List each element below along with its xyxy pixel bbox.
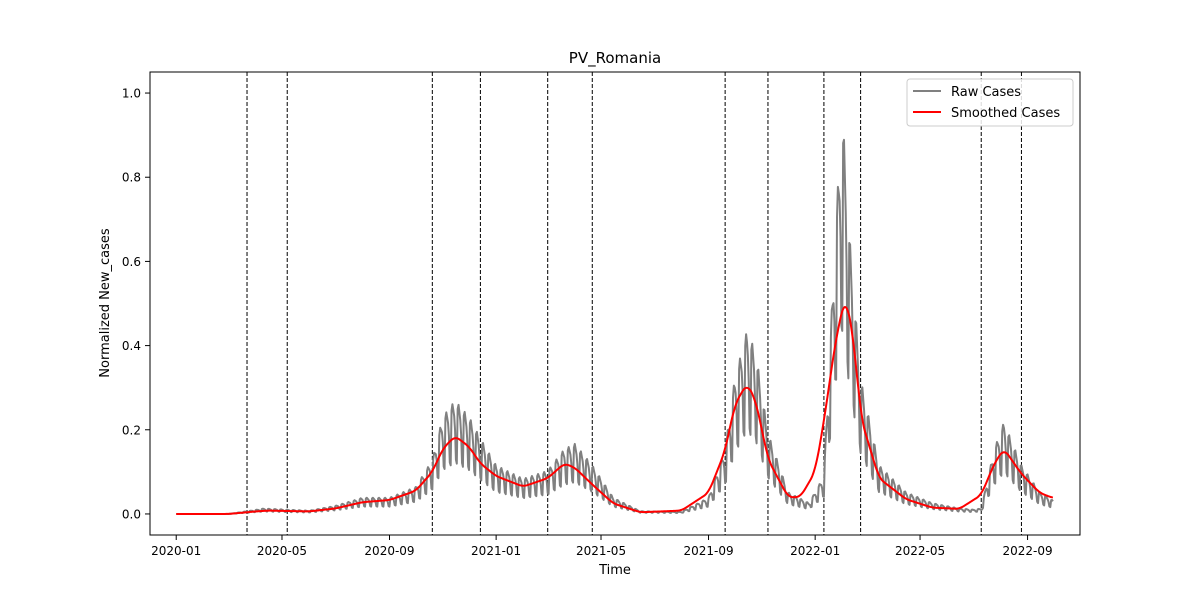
y-tick-label: 0.8 [122,171,141,185]
x-tick-label: 2022-05 [895,544,945,558]
plot-frame [149,71,1081,536]
y-tick-label: 0.6 [122,255,141,269]
y-tick-label: 1.0 [122,87,141,101]
y-axis-ticks: 0.0 0.2 0.4 0.6 0.8 1.0 [122,87,150,521]
x-tick-label: 2020-01 [151,544,201,558]
x-tick-label: 2021-01 [471,544,521,558]
plot-series [176,138,1054,515]
x-tick-label: 2020-05 [257,544,307,558]
legend-box [906,78,1074,127]
x-axis-label: Time [598,563,631,578]
legend-label-smoothed-cases: Smoothed Cases [951,106,1060,121]
x-tick-label: 2022-09 [1002,544,1052,558]
chart-title: PV_Romania [569,49,661,68]
x-tick-label: 2022-01 [790,544,840,558]
legend: Raw Cases Smoothed Cases [906,78,1074,127]
y-tick-label: 0.4 [122,339,141,353]
legend-label-raw-cases: Raw Cases [951,85,1021,100]
x-tick-label: 2021-05 [576,544,626,558]
series-line-smoothed-cases [176,305,1054,515]
x-axis-ticks: 2020-01 2020-05 2020-09 2021-01 2021-05 2021-… [151,535,1053,558]
x-tick-label: 2021-09 [683,544,733,558]
y-tick-label: 0.0 [122,507,141,521]
x-tick-label: 2020-09 [364,544,414,558]
y-axis-label: Normalized New_cases [98,228,113,378]
y-tick-label: 0.2 [122,423,141,437]
